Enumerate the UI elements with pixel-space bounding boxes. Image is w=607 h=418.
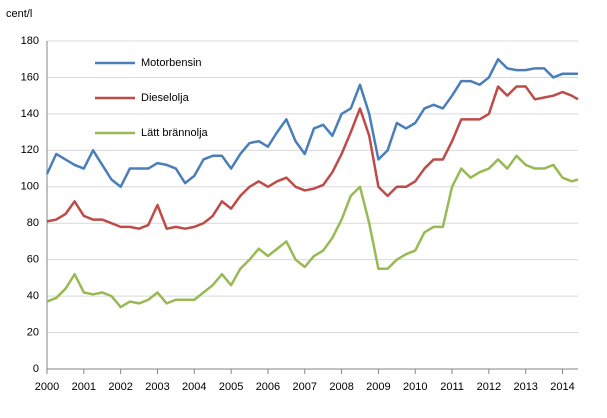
series-line [45,57,578,189]
y-tick-label: 100 [21,181,39,193]
legend-label: Lätt brännolja [141,127,209,139]
x-tick-label: 2008 [329,381,353,393]
x-tick-label: 2000 [35,381,59,393]
y-tick-label: 180 [21,35,39,47]
x-tick-label: 2014 [550,381,574,393]
x-tick-label: 2011 [440,381,464,393]
y-tick-label: 160 [21,71,39,83]
x-tick-label: 2010 [403,381,427,393]
legend-label: Motorbensin [141,57,202,69]
x-tick-label: 2013 [513,381,537,393]
x-tick-label: 2007 [293,381,317,393]
y-tick-label: 140 [21,108,39,120]
series-line [46,85,579,230]
x-tick-label: 2004 [182,381,206,393]
y-tick-label: 0 [33,363,39,375]
y-tick-label: 120 [21,144,39,156]
x-tick-label: 2005 [219,381,243,393]
y-tick-label: 60 [27,254,39,266]
x-tick-label: 2001 [72,381,96,393]
series-line [46,154,579,309]
x-tick-label: 2012 [477,381,501,393]
x-tick-label: 2002 [108,381,132,393]
y-tick-label: 80 [27,217,39,229]
x-tick-label: 2009 [366,381,390,393]
y-tick-label: 20 [27,326,39,338]
x-tick-label: 2003 [145,381,169,393]
y-tick-label: 40 [27,290,39,302]
legend-label: Dieselolja [141,92,190,104]
x-tick-label: 2006 [256,381,280,393]
y-axis-label: cent/l [6,8,32,20]
